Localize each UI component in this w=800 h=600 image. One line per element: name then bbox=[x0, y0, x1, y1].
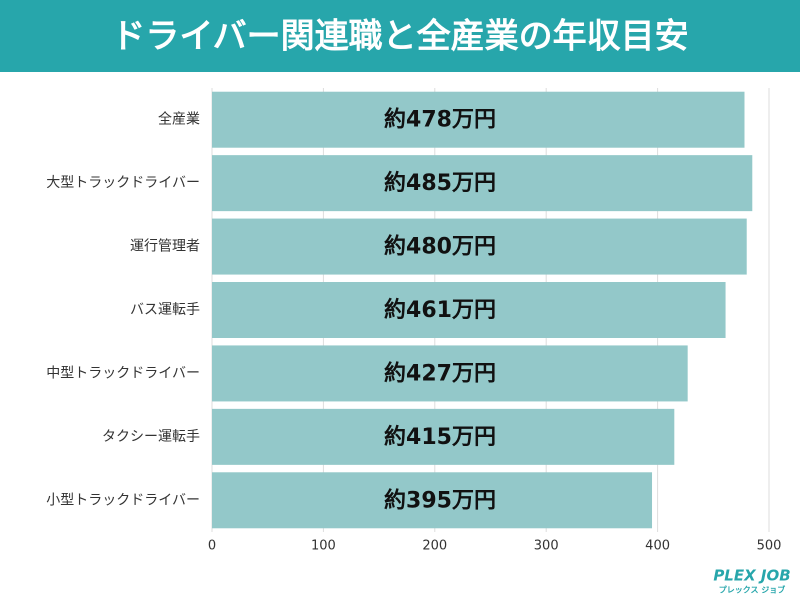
value-label: 約395万円 bbox=[384, 487, 496, 513]
y-tick-label: 小型トラックドライバー bbox=[46, 492, 200, 508]
x-tick-label: 300 bbox=[534, 539, 559, 554]
value-label: 約485万円 bbox=[384, 170, 496, 196]
chart-title: ドライバー関連職と全産業の年収目安 bbox=[111, 17, 688, 57]
x-tick-label: 400 bbox=[645, 539, 670, 554]
value-label: 約427万円 bbox=[384, 360, 496, 386]
x-tick-label: 100 bbox=[311, 539, 336, 554]
bar bbox=[212, 91, 745, 148]
y-tick-label: 全産業 bbox=[158, 111, 200, 128]
y-tick-label: バス運転手 bbox=[130, 302, 200, 318]
value-label: 約480万円 bbox=[384, 234, 496, 260]
bar bbox=[212, 218, 747, 275]
bar bbox=[212, 155, 753, 212]
value-label: 約478万円 bbox=[384, 107, 496, 133]
x-tick-label: 500 bbox=[757, 539, 782, 554]
y-tick-label: タクシー運転手 bbox=[102, 429, 200, 445]
y-tick-label: 大型トラックドライバー bbox=[46, 175, 200, 191]
bar bbox=[212, 408, 675, 465]
logo-name: PLEX JOB bbox=[713, 567, 790, 585]
y-tick-label: 中型トラックドライバー bbox=[46, 365, 200, 381]
x-tick-label: 200 bbox=[422, 539, 447, 554]
y-tick-label: 運行管理者 bbox=[130, 239, 200, 255]
x-tick-label: 0 bbox=[208, 539, 216, 554]
title-banner bbox=[0, 0, 800, 72]
value-label: 約461万円 bbox=[384, 297, 496, 323]
bar bbox=[212, 472, 653, 529]
logo-tagline: プレックス ジョブ bbox=[719, 585, 786, 595]
bar bbox=[212, 282, 726, 338]
bar bbox=[212, 345, 688, 402]
value-label: 約415万円 bbox=[384, 424, 496, 450]
